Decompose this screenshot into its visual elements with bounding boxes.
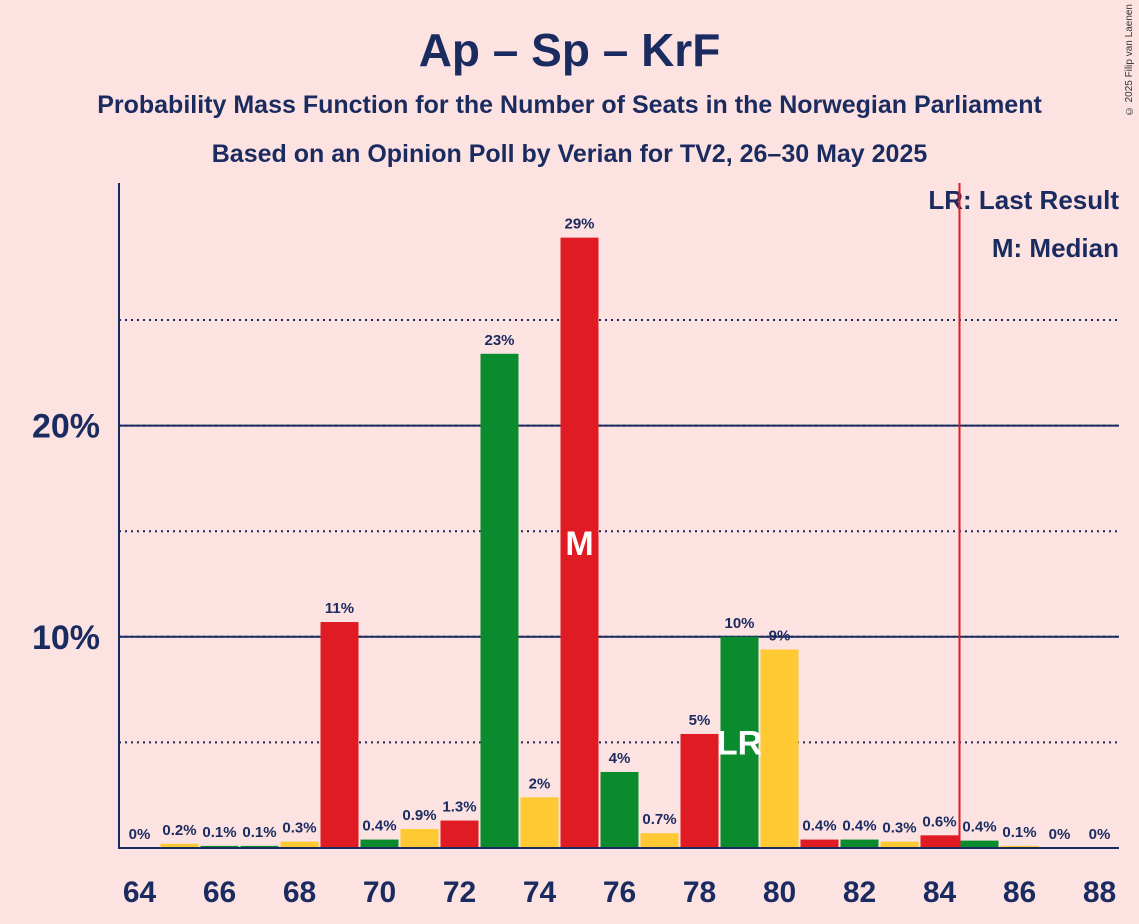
- x-tick-label: 74: [523, 876, 557, 909]
- bar-value-label: 0%: [1089, 826, 1111, 843]
- gridlines: [119, 319, 1119, 744]
- last-result-marker: LR: [717, 724, 762, 762]
- bar: [1000, 845, 1039, 848]
- bar-value-label: 9%: [769, 627, 791, 644]
- chart-subtitle: Probability Mass Function for the Number…: [97, 91, 1042, 119]
- bar: [200, 845, 239, 848]
- y-tick-label: 10%: [32, 619, 100, 657]
- bars: [160, 237, 1039, 848]
- median-marker: M: [565, 525, 593, 563]
- chart-source-line: Based on an Opinion Poll by Verian for T…: [211, 140, 928, 168]
- x-tick-label: 78: [683, 876, 716, 909]
- bar-value-label: 0.3%: [882, 820, 916, 837]
- bar: [960, 840, 999, 848]
- x-tick-label: 84: [923, 876, 957, 909]
- x-tick-label: 76: [603, 876, 636, 909]
- bar: [680, 733, 719, 848]
- bar-value-label: 5%: [689, 712, 711, 729]
- bar-value-label: 0.1%: [202, 824, 236, 841]
- bar: [440, 820, 479, 848]
- bar: [160, 843, 199, 848]
- x-tick-label: 86: [1003, 876, 1036, 909]
- axes: 10% 20% 64 66 68 70 72 74 76 78 80 82 84 86 88: [32, 183, 1119, 909]
- bar: [360, 839, 399, 848]
- bar: [400, 828, 439, 848]
- chart-title: Ap – Sp – KrF: [418, 24, 721, 76]
- bar: [280, 841, 319, 848]
- bar-value-label: 23%: [484, 332, 514, 349]
- bar-value-label: 0.7%: [642, 811, 676, 828]
- bar-value-label: 4%: [609, 750, 631, 767]
- value-labels: 0% 0.2% 0.1% 0.1% 0.3% 11% 0.4% 0.9% 1.3% 23% 2% 29…: [129, 216, 1111, 843]
- bar-value-label: 10%: [724, 615, 754, 632]
- bar: [720, 636, 759, 848]
- bar-value-label: 0.1%: [1002, 824, 1036, 841]
- bar-value-label: 0.4%: [842, 818, 876, 835]
- x-tick-label: 70: [363, 876, 396, 909]
- bar-value-label: 1.3%: [442, 799, 476, 816]
- bar-value-label: 0.6%: [922, 813, 956, 830]
- bar-value-label: 0.4%: [362, 818, 396, 835]
- x-tick-label: 64: [123, 876, 157, 909]
- x-tick-label: 80: [763, 876, 796, 909]
- legend-median: M: Median: [991, 233, 1119, 263]
- bar-value-label: 0.9%: [402, 807, 436, 824]
- bar-value-label: 0%: [1049, 826, 1071, 843]
- x-tick-label: 82: [843, 876, 876, 909]
- bar: [320, 622, 359, 848]
- bar-value-label: 2%: [529, 775, 551, 792]
- bar-value-label: 11%: [325, 600, 354, 617]
- bar: [520, 797, 559, 848]
- x-tick-label: 68: [283, 876, 316, 909]
- bar: [640, 833, 679, 848]
- x-tick-label: 72: [443, 876, 476, 909]
- y-tick-label: 20%: [32, 408, 100, 446]
- bar: [240, 845, 279, 848]
- bar-value-label: 0.4%: [802, 818, 836, 835]
- bar: [480, 353, 519, 848]
- bar: [760, 649, 799, 848]
- x-tick-label: 66: [203, 876, 236, 909]
- bar: [800, 839, 839, 848]
- bar-value-label: 29%: [564, 216, 594, 233]
- bar: [920, 835, 959, 848]
- bar: [880, 841, 919, 848]
- bar-value-label: 0%: [129, 826, 151, 843]
- bar: [840, 839, 879, 848]
- bar-value-label: 0.1%: [242, 824, 276, 841]
- bar: [600, 771, 639, 848]
- bar-value-label: 0.2%: [162, 822, 196, 839]
- bar-value-label: 0.4%: [962, 819, 996, 836]
- bar: [560, 237, 599, 848]
- x-tick-label: 88: [1083, 876, 1116, 909]
- bar-value-label: 0.3%: [282, 820, 316, 837]
